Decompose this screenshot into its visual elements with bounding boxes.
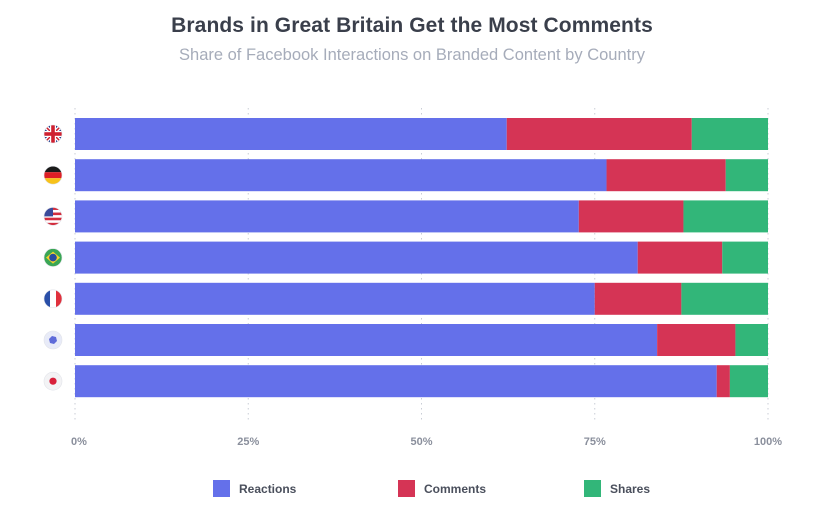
x-tick-label: 0% <box>71 436 87 448</box>
legend-swatch <box>398 480 415 497</box>
asia-pacific-map <box>44 331 62 349</box>
bar-reactions-united-states-flag <box>75 200 579 233</box>
bar-reactions-asia-pacific-map <box>75 324 658 356</box>
bar-comments-brazil-flag <box>637 241 723 274</box>
united-states-flag <box>44 207 62 226</box>
x-tick-label: 25% <box>237 436 259 448</box>
bar-shares-brazil-flag <box>722 241 768 274</box>
legend-item-comments: Comments <box>398 480 486 497</box>
bar-reactions-brazil-flag <box>75 241 638 274</box>
bar-comments-france-flag <box>594 282 682 315</box>
bar-comments-japan-flag <box>716 365 730 398</box>
brazil-flag <box>44 248 62 267</box>
bar-reactions-germany-flag <box>75 159 607 192</box>
x-tick-label: 100% <box>754 436 782 448</box>
row-icon-border <box>43 289 63 309</box>
germany-flag <box>44 166 62 185</box>
bar-comments-united-states-flag <box>578 200 684 233</box>
france-flag <box>44 289 62 308</box>
united-kingdom-flag <box>44 125 62 143</box>
row-icon-border <box>43 124 63 144</box>
bar-shares-united-kingdom-flag <box>691 118 768 150</box>
bar-shares-asia-pacific-map <box>735 324 768 356</box>
legend-item-shares: Shares <box>584 480 650 497</box>
chart-title: Brands in Great Britain Get the Most Com… <box>171 14 653 37</box>
row-icon-border <box>43 371 63 391</box>
row-icons <box>43 124 63 391</box>
bar-reactions-france-flag <box>75 282 595 315</box>
legend-label: Shares <box>610 481 651 496</box>
row-icon-border <box>43 248 63 267</box>
legend-label: Reactions <box>239 481 297 496</box>
bar-shares-france-flag <box>681 282 768 315</box>
bar-reactions-united-kingdom-flag <box>75 118 507 150</box>
bar-shares-japan-flag <box>729 365 768 398</box>
x-axis-ticks: 0% 25% 50% 75% 100% <box>71 436 782 448</box>
bars-group <box>75 118 768 398</box>
chart-subtitle: Share of Facebook Interactions on Brande… <box>179 46 645 64</box>
row-icon-border <box>43 330 63 350</box>
bar-comments-asia-pacific-map <box>657 324 736 356</box>
bar-shares-united-states-flag <box>683 200 768 233</box>
legend-label: Comments <box>424 481 487 496</box>
bar-comments-united-kingdom-flag <box>506 118 692 150</box>
row-icon-border <box>43 165 63 185</box>
legend-swatch <box>213 480 230 497</box>
legend-item-reactions: Reactions <box>213 480 296 497</box>
bar-comments-germany-flag <box>606 159 726 192</box>
bar-reactions-japan-flag <box>75 365 717 398</box>
japan-flag <box>44 372 62 391</box>
row-icon-border <box>43 207 63 226</box>
legend-swatch <box>584 480 601 497</box>
x-tick-label: 75% <box>584 436 606 448</box>
bar-shares-germany-flag <box>725 159 768 192</box>
legend: Reactions Comments Shares <box>0 478 824 508</box>
x-tick-label: 50% <box>410 436 432 448</box>
